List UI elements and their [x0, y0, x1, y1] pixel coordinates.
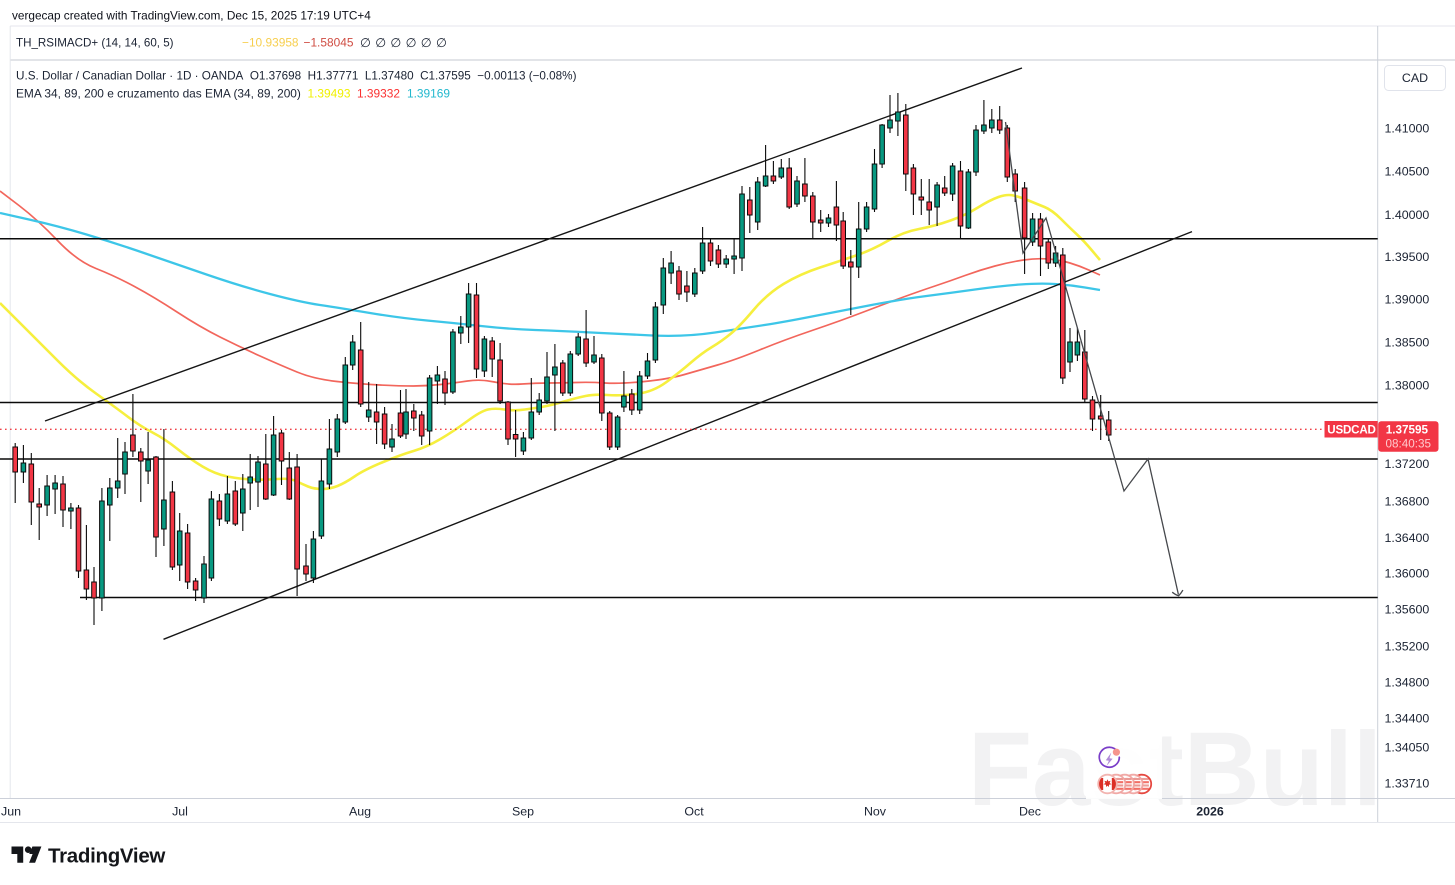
svg-text:2026: 2026 — [1196, 805, 1224, 819]
svg-text:1.40500: 1.40500 — [1385, 164, 1430, 178]
svg-text:1.40000: 1.40000 — [1385, 208, 1430, 222]
svg-text:Oct: Oct — [684, 805, 704, 819]
svg-text:−10.93958: −10.93958 — [242, 36, 299, 50]
svg-text:∅∅∅∅∅∅: ∅ ∅ ∅ ∅ ∅ ∅ — [360, 36, 447, 50]
svg-text:EMA 34, 89, 200 e cruzamento d: EMA 34, 89, 200 e cruzamento das EMA (34… — [16, 87, 301, 101]
svg-text:1.34800: 1.34800 — [1385, 675, 1430, 689]
svg-text:Nov: Nov — [864, 805, 887, 819]
svg-text:1.38000: 1.38000 — [1385, 378, 1430, 392]
svg-text:1.39332: 1.39332 — [357, 87, 400, 101]
svg-text:1.36000: 1.36000 — [1385, 566, 1430, 580]
svg-text:1.39493: 1.39493 — [308, 87, 351, 101]
svg-text:Sep: Sep — [512, 805, 534, 819]
svg-text:TH_RSIMACD+ (14, 14, 60, 5): TH_RSIMACD+ (14, 14, 60, 5) — [16, 37, 174, 50]
svg-text:1.39500: 1.39500 — [1385, 250, 1430, 264]
svg-text:1.35600: 1.35600 — [1385, 602, 1430, 616]
svg-text:Dec: Dec — [1019, 805, 1041, 819]
svg-text:1.39169: 1.39169 — [407, 87, 450, 101]
svg-text:1.34050: 1.34050 — [1385, 740, 1430, 754]
svg-text:1.33710: 1.33710 — [1385, 776, 1430, 790]
svg-text:vergecap created with TradingV: vergecap created with TradingView.com, D… — [12, 9, 371, 23]
svg-text:1.36400: 1.36400 — [1385, 531, 1430, 545]
svg-text:Aug: Aug — [349, 805, 371, 819]
svg-text:08:40:35: 08:40:35 — [1386, 437, 1432, 450]
svg-text:Jun: Jun — [1, 805, 21, 819]
svg-text:1.39000: 1.39000 — [1385, 292, 1430, 306]
svg-text:1.37595: 1.37595 — [1386, 423, 1429, 436]
svg-text:U.S. Dollar / Canadian Dollar: U.S. Dollar / Canadian Dollar · 1D · OAN… — [16, 70, 577, 83]
svg-text:USDCAD: USDCAD — [1327, 424, 1375, 437]
svg-text:FastBull: FastBull — [968, 711, 1382, 828]
svg-text:CAD: CAD — [1402, 71, 1428, 85]
svg-text:1.38500: 1.38500 — [1385, 335, 1430, 349]
svg-text:1.41000: 1.41000 — [1385, 121, 1430, 135]
svg-text:1.36800: 1.36800 — [1385, 494, 1430, 508]
svg-text:−1.58045: −1.58045 — [304, 36, 354, 50]
svg-text:1.37200: 1.37200 — [1385, 457, 1430, 471]
svg-text:Jul: Jul — [172, 805, 188, 819]
svg-text:1.34400: 1.34400 — [1385, 711, 1430, 725]
svg-text:1.35200: 1.35200 — [1385, 639, 1430, 653]
svg-text:TradingView: TradingView — [48, 845, 165, 868]
